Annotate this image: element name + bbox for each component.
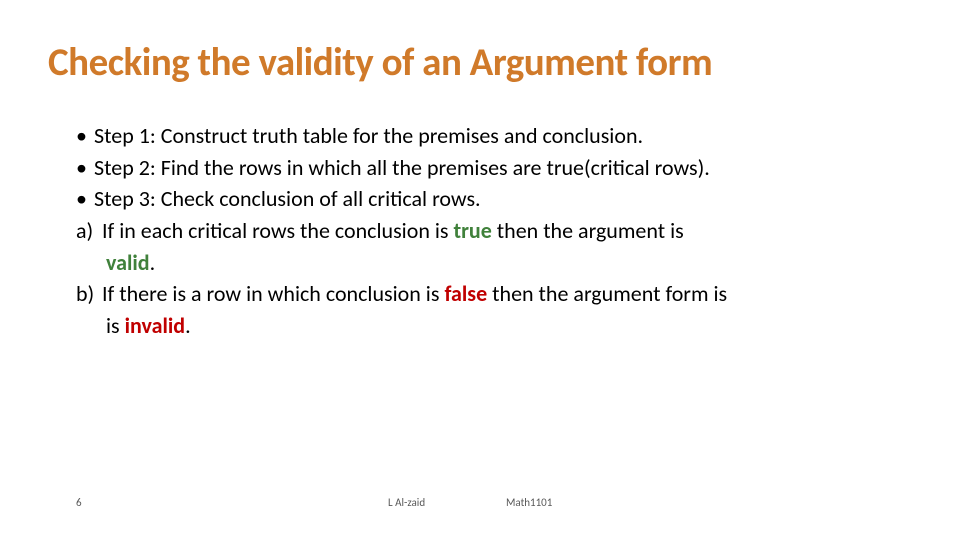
- step-1-text: Step 1: Construct truth table for the pr…: [94, 122, 643, 149]
- case-a-text-1: If in each critical rows the conclusion …: [102, 217, 453, 244]
- bullet-icon: •: [76, 153, 94, 183]
- case-a-marker: a): [76, 216, 102, 246]
- case-b-text-1: If there is a row in which conclusion is: [102, 280, 444, 307]
- step-2-text: Step 2: Find the rows in which all the p…: [94, 154, 710, 181]
- step-2: •Step 2: Find the rows in which all the …: [76, 153, 912, 183]
- step-3-text: Step 3: Check conclusion of all critical…: [94, 185, 481, 212]
- page-number: 6: [76, 496, 82, 509]
- case-a: a)If in each critical rows the conclusio…: [76, 216, 912, 246]
- case-a-text-2: then the argument is: [492, 217, 684, 244]
- case-a-text-3: .: [150, 249, 156, 276]
- case-b-text-2: then the argument form is: [487, 280, 727, 307]
- slide: Checking the validity of an Argument for…: [0, 0, 960, 540]
- slide-body: •Step 1: Construct truth table for the p…: [48, 121, 912, 341]
- case-b-is: is: [106, 312, 125, 339]
- case-b-marker: b): [76, 279, 102, 309]
- bullet-icon: •: [76, 121, 94, 151]
- false-word: false: [444, 280, 487, 307]
- footer-course: Math1101: [506, 496, 552, 509]
- step-3: •Step 3: Check conclusion of all critica…: [76, 184, 912, 214]
- slide-title: Checking the validity of an Argument for…: [48, 42, 912, 85]
- valid-word: valid: [106, 249, 150, 276]
- step-1: •Step 1: Construct truth table for the p…: [76, 121, 912, 151]
- case-a-line2: valid.: [76, 248, 912, 278]
- case-b-text-3: .: [185, 312, 191, 339]
- invalid-word: invalid: [125, 312, 185, 339]
- bullet-icon: •: [76, 184, 94, 214]
- true-word: true: [453, 217, 491, 244]
- case-b: b)If there is a row in which conclusion …: [76, 279, 912, 309]
- footer-author: L Al-zaid: [388, 496, 425, 509]
- case-b-line2: is invalid.: [76, 311, 912, 341]
